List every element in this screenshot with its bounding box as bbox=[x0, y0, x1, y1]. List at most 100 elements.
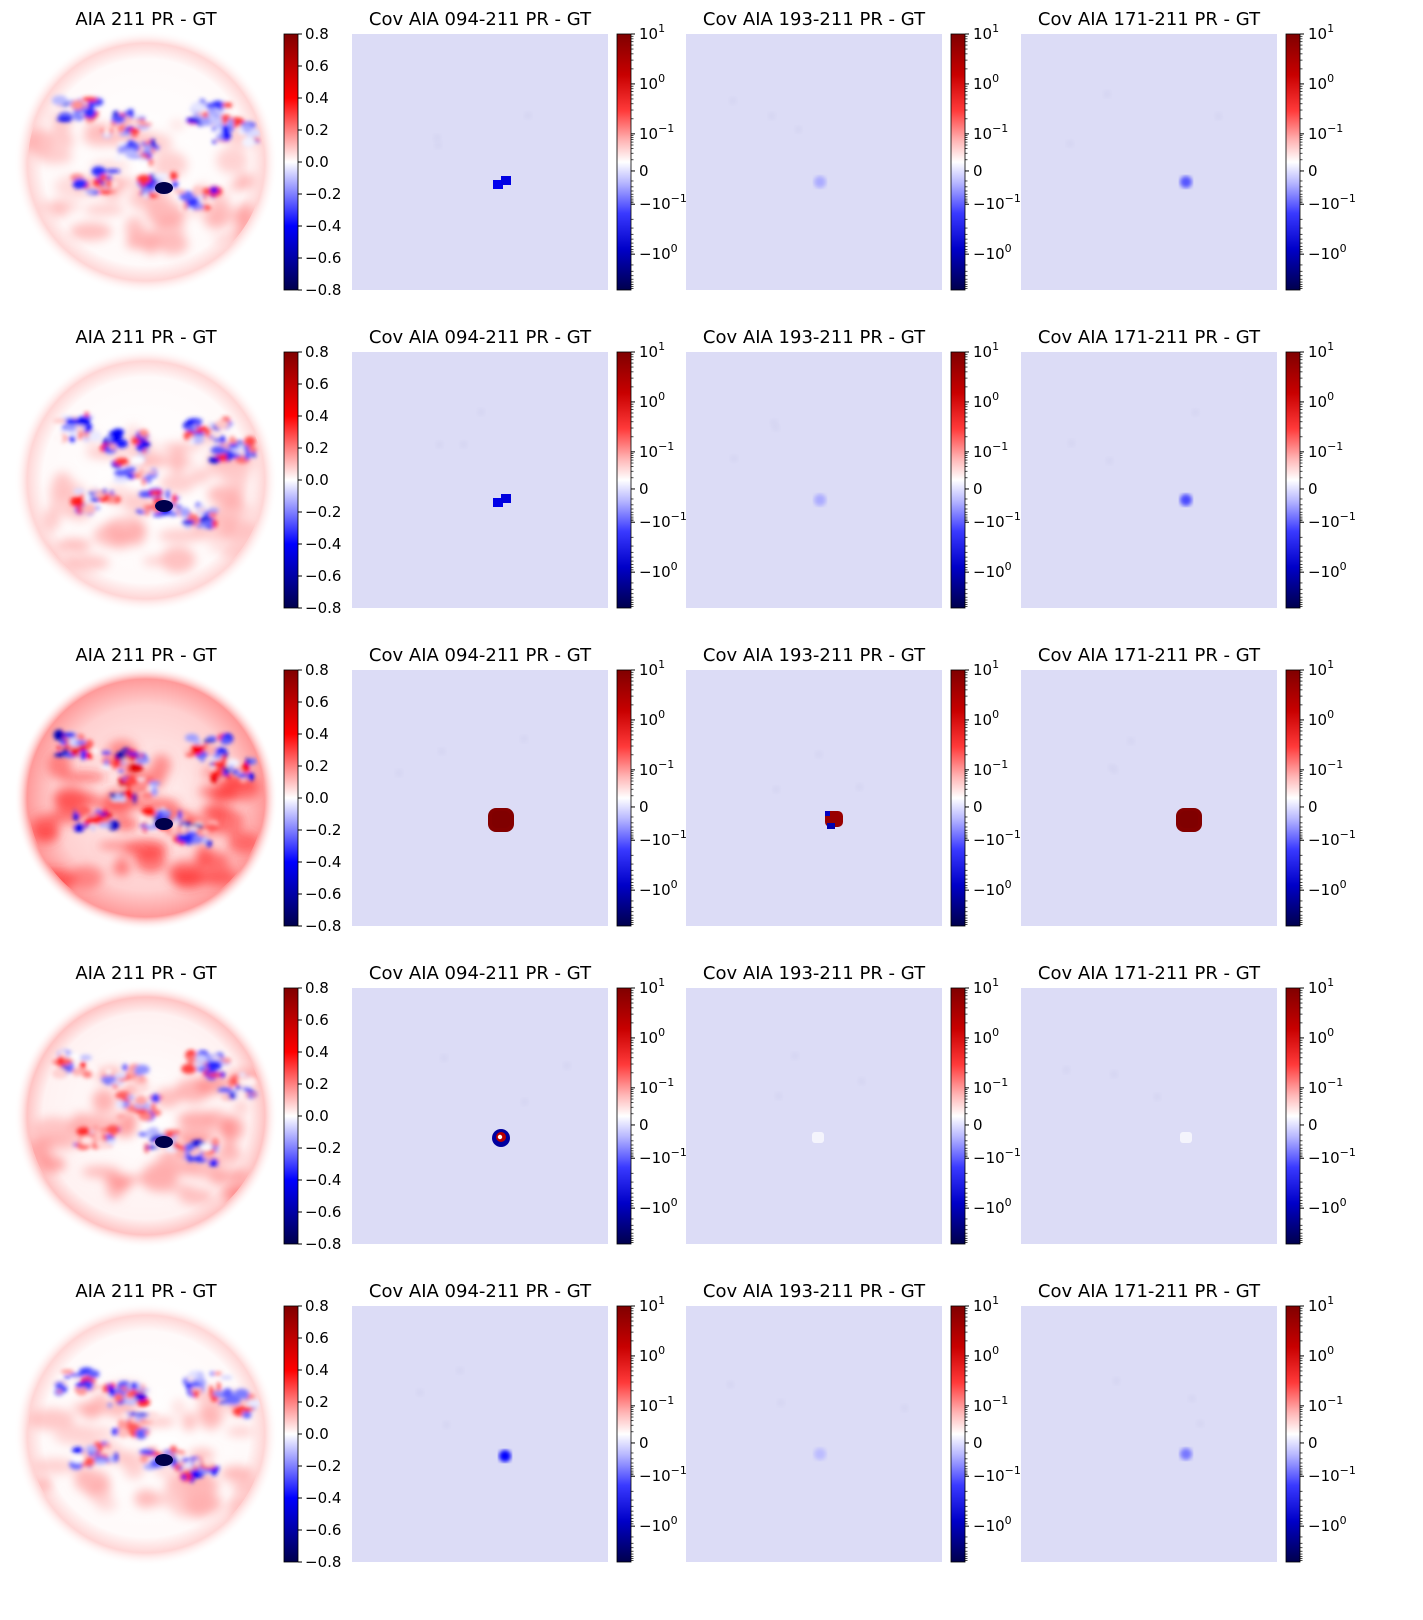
colorbar-tick-label: −0.4 bbox=[305, 217, 341, 235]
cov-panel-title: Cov AIA 193-211 PR - GT bbox=[703, 1281, 926, 1302]
colorbar-tick-label: 10−1 bbox=[1308, 440, 1343, 461]
colorbar-tick-label: −10−1 bbox=[639, 1146, 687, 1167]
cov-panel-title: Cov AIA 171-211 PR - GT bbox=[1038, 963, 1261, 984]
colorbar-tick-label: 101 bbox=[973, 1294, 999, 1315]
colorbar-tick-label: −100 bbox=[1308, 878, 1347, 899]
colorbar-tick-label: 0.2 bbox=[305, 757, 329, 775]
colorbar-tick-label: −0.8 bbox=[305, 599, 341, 617]
colorbar-tick-label: 100 bbox=[1308, 708, 1334, 729]
cov-background bbox=[1021, 988, 1277, 1244]
colorbar-tick-label: −100 bbox=[1308, 242, 1347, 263]
cov-colorbar: 101 100 10−1 0 −10−1 −100 bbox=[950, 22, 1021, 291]
colorbar-tick-label: −0.2 bbox=[305, 1139, 341, 1157]
colorbar-tick-label: −100 bbox=[973, 242, 1012, 263]
colorbar-tick-label: 10−1 bbox=[639, 440, 674, 461]
cov-panel-title: Cov AIA 094-211 PR - GT bbox=[369, 9, 592, 30]
colorbar-gradient bbox=[950, 1305, 966, 1563]
colorbar-tick-label: −100 bbox=[973, 878, 1012, 899]
sunspot bbox=[155, 1454, 173, 1466]
colorbar-tick-label: −10−1 bbox=[639, 1464, 687, 1485]
colorbar-tick-label: 0.0 bbox=[305, 471, 329, 489]
sun-colorbar: 0.8 0.6 0.4 0.2 0.0 −0.2 −0.4 −0.6 −0.8 bbox=[283, 661, 341, 935]
colorbar-tick-label: −100 bbox=[639, 560, 678, 581]
cov-map bbox=[1021, 670, 1277, 926]
colorbar-gradient bbox=[950, 33, 966, 291]
colorbar-gradient bbox=[950, 669, 966, 927]
colorbar-tick-label: 100 bbox=[973, 708, 999, 729]
colorbar-tick-label: 10−1 bbox=[973, 122, 1008, 143]
colorbar-tick-label: 10−1 bbox=[1308, 1076, 1343, 1097]
sun-colorbar: 0.8 0.6 0.4 0.2 0.0 −0.2 −0.4 −0.6 −0.8 bbox=[283, 25, 341, 299]
colorbar-tick-label: −10−1 bbox=[973, 1146, 1021, 1167]
colorbar-tick-label: 100 bbox=[973, 390, 999, 411]
colorbar-tick-label: 0.4 bbox=[305, 1361, 329, 1379]
cov-background bbox=[686, 670, 942, 926]
colorbar-tick-label: 0 bbox=[973, 162, 983, 180]
colorbar-tick-label: 10−1 bbox=[973, 440, 1008, 461]
cov-panel-title: Cov AIA 171-211 PR - GT bbox=[1038, 645, 1261, 666]
colorbar-tick-label: 100 bbox=[973, 1026, 999, 1047]
colorbar-tick-label: −0.4 bbox=[305, 1489, 341, 1507]
cov-colorbar: 101 100 10−1 0 −10−1 −100 bbox=[616, 1294, 687, 1563]
cov-map bbox=[352, 352, 608, 608]
colorbar-tick-label: 0.8 bbox=[305, 979, 329, 997]
cov-background bbox=[1021, 670, 1277, 926]
colorbar-tick-label: −0.4 bbox=[305, 853, 341, 871]
colorbar-gradient bbox=[616, 669, 632, 927]
cov-background bbox=[352, 34, 608, 290]
cov-map bbox=[686, 1306, 942, 1562]
colorbar-tick-label: 101 bbox=[1308, 1294, 1334, 1315]
cov-background bbox=[352, 1306, 608, 1562]
sun-colorbar: 0.8 0.6 0.4 0.2 0.0 −0.2 −0.4 −0.6 −0.8 bbox=[283, 1297, 341, 1571]
colorbar-tick-label: −0.4 bbox=[305, 535, 341, 553]
cov-panel-title: Cov AIA 171-211 PR - GT bbox=[1038, 327, 1261, 348]
colorbar-tick-label: 0.4 bbox=[305, 1043, 329, 1061]
colorbar-tick-label: 101 bbox=[1308, 658, 1334, 679]
figure-row: AIA 211 PR - GT 0.8 0.6 0.4 0.2 0.0 −0.2 −0.4 −0… bbox=[14, 9, 1356, 299]
colorbar-gradient bbox=[950, 351, 966, 609]
cov-colorbar: 101 100 10−1 0 −10−1 −100 bbox=[1285, 658, 1356, 927]
sun-panel-title: AIA 211 PR - GT bbox=[75, 963, 217, 984]
cov-colorbar: 101 100 10−1 0 −10−1 −100 bbox=[1285, 340, 1356, 609]
cov-panel-title: Cov AIA 094-211 PR - GT bbox=[369, 1281, 592, 1302]
colorbar-tick-label: −10−1 bbox=[973, 1464, 1021, 1485]
colorbar-tick-label: 100 bbox=[1308, 72, 1334, 93]
colorbar-tick-label: −100 bbox=[973, 1196, 1012, 1217]
colorbar-tick-label: 101 bbox=[1308, 340, 1334, 361]
cov-background bbox=[686, 352, 942, 608]
cov-background bbox=[686, 34, 942, 290]
sun-colorbar: 0.8 0.6 0.4 0.2 0.0 −0.2 −0.4 −0.6 −0.8 bbox=[283, 343, 341, 617]
colorbar-tick-label: 0 bbox=[639, 1434, 649, 1452]
colorbar-tick-label: 101 bbox=[639, 1294, 665, 1315]
colorbar-gradient bbox=[616, 351, 632, 609]
colorbar-tick-label: −100 bbox=[973, 560, 1012, 581]
colorbar-tick-label: 0.6 bbox=[305, 693, 329, 711]
colorbar-tick-label: 0.8 bbox=[305, 661, 329, 679]
colorbar-tick-label: −100 bbox=[1308, 560, 1347, 581]
colorbar-tick-label: 100 bbox=[639, 390, 665, 411]
cov-panel-title: Cov AIA 193-211 PR - GT bbox=[703, 963, 926, 984]
cov-colorbar: 101 100 10−1 0 −10−1 −100 bbox=[950, 658, 1021, 927]
colorbar-tick-label: −0.6 bbox=[305, 567, 341, 585]
colorbar-gradient bbox=[616, 33, 632, 291]
cov-colorbar: 101 100 10−1 0 −10−1 −100 bbox=[1285, 1294, 1356, 1563]
colorbar-tick-label: −0.8 bbox=[305, 281, 341, 299]
cov-background bbox=[686, 1306, 942, 1562]
figure-row: AIA 211 PR - GT 0.8 0.6 0.4 0.2 0.0 −0.2 −0.4 −0… bbox=[14, 327, 1356, 617]
colorbar-tick-label: −10−1 bbox=[639, 828, 687, 849]
colorbar-tick-label: 101 bbox=[639, 22, 665, 43]
colorbar-tick-label: 101 bbox=[639, 340, 665, 361]
cov-map bbox=[352, 1306, 608, 1562]
colorbar-tick-label: 0.0 bbox=[305, 153, 329, 171]
colorbar-tick-label: −10−1 bbox=[973, 510, 1021, 531]
colorbar-tick-label: 10−1 bbox=[639, 1394, 674, 1415]
colorbar-tick-label: 0.2 bbox=[305, 121, 329, 139]
colorbar-tick-label: 0.6 bbox=[305, 1329, 329, 1347]
sunspot bbox=[155, 1136, 173, 1148]
colorbar-tick-label: −0.2 bbox=[305, 1457, 341, 1475]
colorbar-tick-label: 0 bbox=[1308, 1434, 1318, 1452]
figure-row: AIA 211 PR - GT 0.8 0.6 0.4 0.2 0.0 −0.2 −0.4 −0… bbox=[14, 1281, 1356, 1571]
colorbar-tick-label: 0.0 bbox=[305, 789, 329, 807]
cov-map bbox=[352, 34, 608, 290]
cov-feature bbox=[1180, 1448, 1192, 1460]
